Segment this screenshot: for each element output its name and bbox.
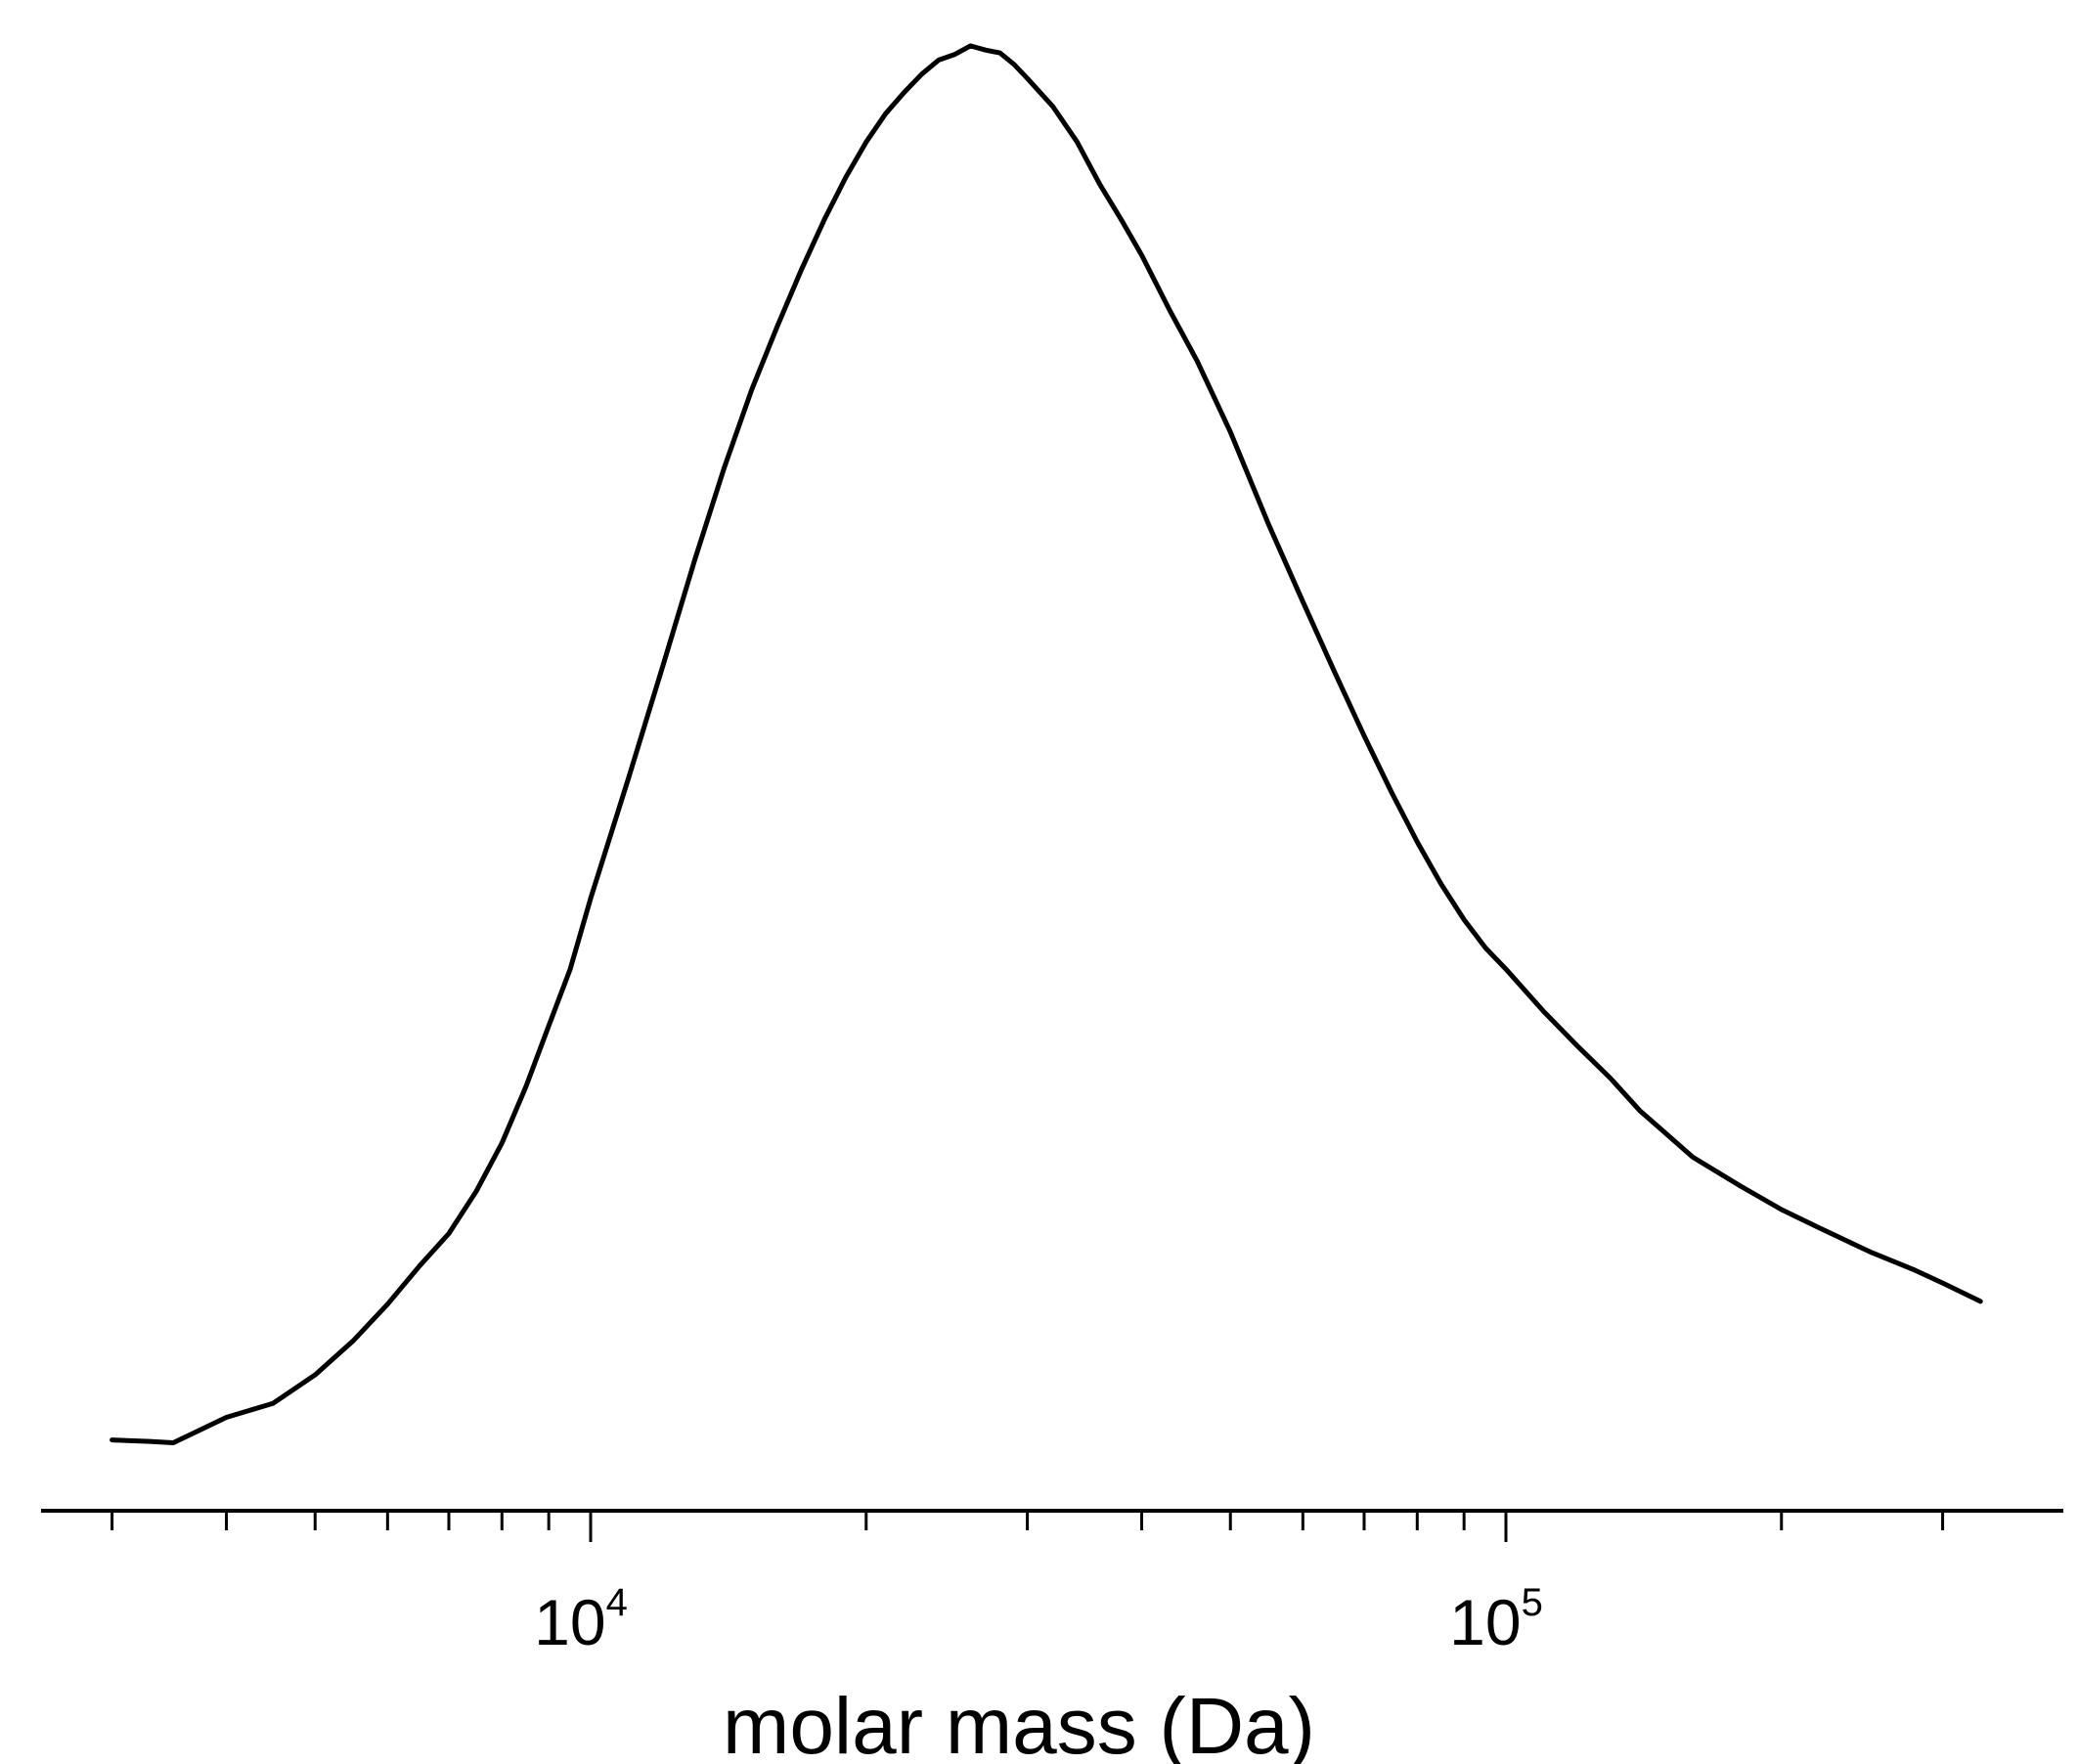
x-axis-title: molar mass (Da): [723, 1682, 1315, 1764]
distribution-curve: [110, 43, 1983, 1445]
x-axis-ticks: [110, 1511, 1945, 1542]
x-tick-label: 105: [1449, 1581, 1543, 1658]
plot-area: [110, 43, 1983, 1445]
x-axis-tick-labels: 104 105: [534, 1581, 1543, 1658]
x-tick-label: 104: [534, 1581, 628, 1658]
